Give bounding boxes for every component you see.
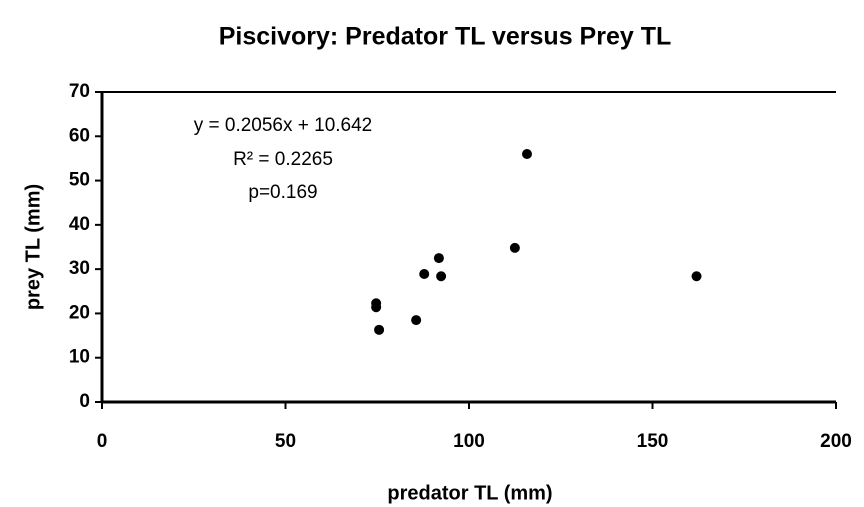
- x-tick-label: 0: [97, 431, 108, 452]
- y-tick-label: 70: [69, 81, 90, 102]
- y-tick-label: 50: [69, 170, 90, 191]
- chart-title: Piscivory: Predator TL versus Prey TL: [219, 23, 672, 51]
- y-axis-label: prey TL (mm): [22, 184, 44, 310]
- y-tick-label: 0: [79, 391, 90, 412]
- point: [521, 149, 532, 159]
- point: [433, 253, 444, 264]
- y-tick-label: 60: [69, 125, 90, 146]
- x-axis-label: predator TL (mm): [387, 482, 552, 504]
- point: [691, 271, 702, 282]
- y-tick-label: 30: [69, 258, 90, 279]
- annotation: R² = 0.2265: [233, 149, 333, 170]
- annotation: y = 0.2056x + 10.642: [194, 115, 373, 136]
- y-tick-label: 20: [69, 302, 90, 323]
- x-tick-label: 200: [820, 431, 852, 452]
- point: [374, 324, 385, 335]
- x-tick-label: 150: [637, 431, 669, 452]
- point: [371, 302, 382, 313]
- annotation: p=0.169: [248, 182, 317, 203]
- point: [436, 271, 447, 282]
- point: [509, 242, 520, 253]
- point: [411, 315, 422, 326]
- y-tick-label: 40: [69, 214, 90, 235]
- x-tick-label: 100: [453, 431, 485, 452]
- x-tick-label: 50: [275, 431, 296, 452]
- point: [419, 269, 430, 280]
- y-tick-label: 10: [69, 347, 90, 368]
